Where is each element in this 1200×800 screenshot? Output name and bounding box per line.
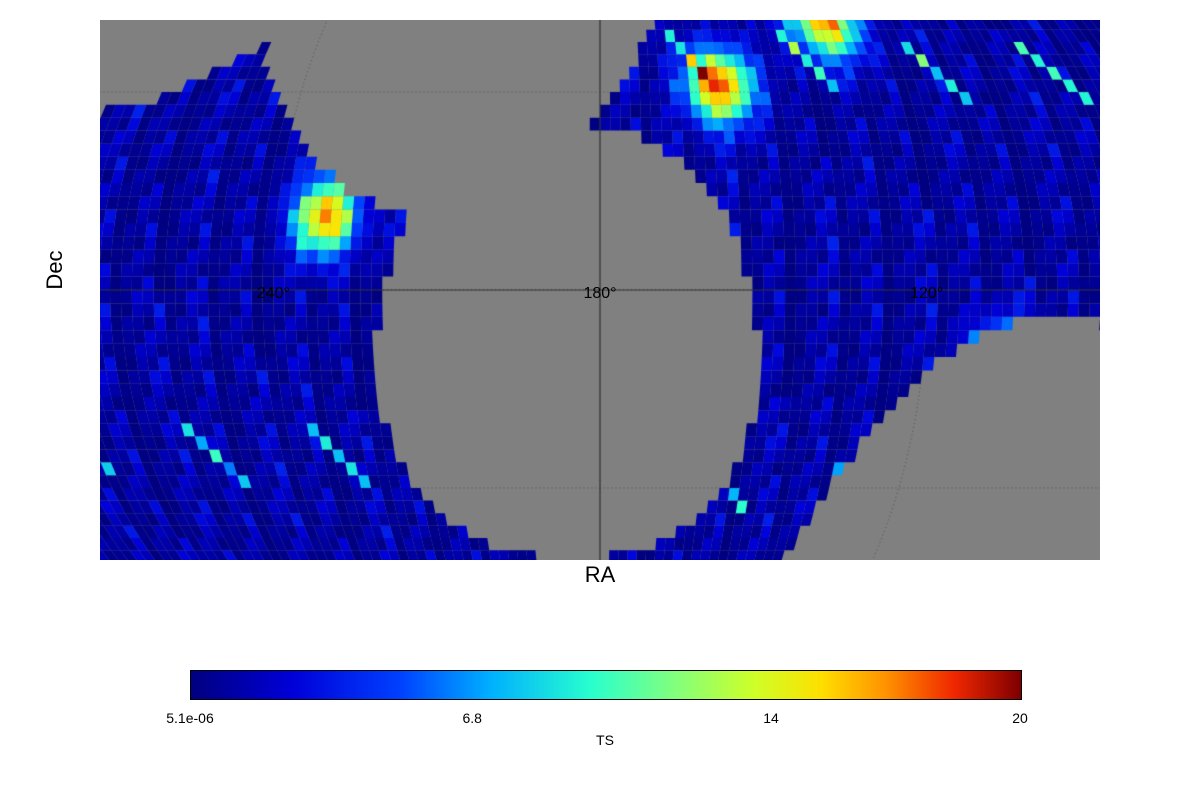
- colorbar-region: TS 5.1e-066.81420: [190, 670, 1020, 760]
- x-axis-label: RA: [585, 562, 616, 588]
- colorbar-tick: 14: [763, 710, 779, 726]
- colorbar-tick: 5.1e-06: [166, 710, 213, 726]
- y-axis-label: Dec: [42, 250, 68, 289]
- colorbar-tick: 20: [1012, 710, 1028, 726]
- colorbar-label: TS: [596, 732, 614, 748]
- axis-tick-label: 180°: [583, 285, 616, 303]
- colorbar: [190, 670, 1022, 700]
- axis-tick-label: 240°: [257, 285, 290, 303]
- axis-tick-label: 120°: [910, 285, 943, 303]
- colorbar-tick: 6.8: [462, 710, 481, 726]
